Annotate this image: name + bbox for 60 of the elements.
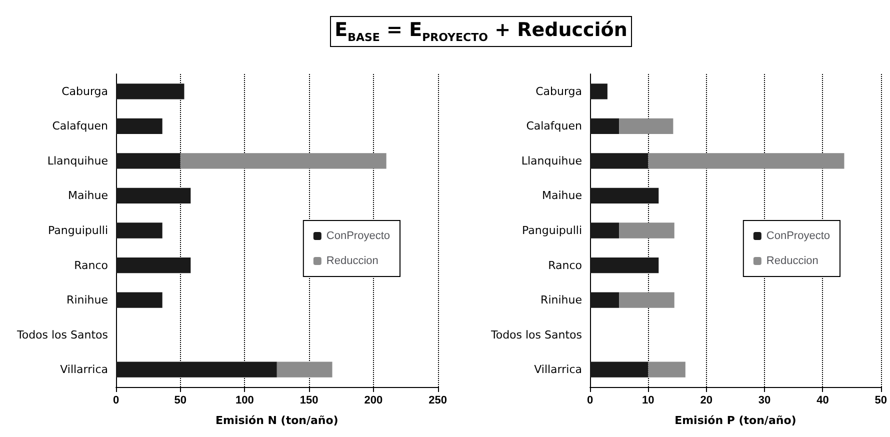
bar — [180, 153, 386, 169]
legend-label: Reduccion — [326, 255, 378, 267]
x-tick-label: 0 — [586, 394, 594, 406]
bar — [116, 84, 184, 100]
bar — [590, 188, 659, 204]
y-tick-label: Ranco — [74, 258, 108, 272]
y-tick-label: Ranco — [548, 258, 582, 272]
y-tick-label: Rinihue — [66, 294, 108, 307]
x-tick-label: 20 — [700, 394, 712, 406]
bar — [590, 222, 620, 238]
bar — [648, 153, 844, 169]
y-tick-label: Caburga — [536, 84, 582, 98]
legend-label: ConProyecto — [766, 230, 830, 242]
y-tick-label: Rinihue — [540, 294, 582, 307]
y-tick-label: Llanquihue — [47, 154, 108, 168]
text: E$_{BASE}$ = E$_{PROYECTO}$ + Reducción — [330, 16, 632, 47]
x-tick-label: 250 — [428, 394, 448, 406]
bar — [116, 257, 191, 274]
x-tick-label: 200 — [364, 394, 383, 406]
y-tick-label: Panguipulli — [522, 224, 582, 237]
bar — [276, 362, 332, 378]
y-tick-label: Todos los Santos — [490, 328, 582, 342]
bar — [116, 362, 277, 378]
y-tick-label: Panguipulli — [48, 224, 108, 237]
y-tick-label: Calafquen — [52, 120, 108, 133]
bar — [590, 84, 608, 100]
bar — [619, 222, 674, 238]
bar — [590, 118, 620, 134]
x-tick-label: 40 — [816, 394, 829, 406]
bar — [648, 362, 686, 378]
legend-label: ConProyecto — [326, 230, 390, 242]
x-tick-label: 50 — [174, 394, 186, 406]
y-tick-label: Maihue — [542, 189, 582, 202]
bar — [590, 292, 620, 308]
bar — [116, 222, 162, 238]
legend-label: Reduccion — [766, 255, 818, 267]
x-axis-title: Emisión N (ton/año) — [215, 414, 338, 427]
y-tick-label: Calafquen — [526, 120, 582, 133]
y-tick-label: Todos los Santos — [16, 328, 108, 342]
x-tick-label: 50 — [874, 394, 888, 406]
x-tick-label: 30 — [758, 394, 771, 406]
bar — [116, 153, 180, 169]
bar — [116, 118, 162, 134]
bar — [619, 292, 674, 308]
bar — [116, 292, 162, 308]
x-tick-label: 150 — [300, 394, 318, 406]
bar — [590, 153, 648, 169]
bar — [590, 362, 648, 378]
x-tick-label: 10 — [642, 394, 654, 406]
x-tick-label: 100 — [236, 394, 254, 406]
x-axis-title: Emisión P (ton/año) — [674, 414, 796, 427]
y-tick-label: Maihue — [68, 189, 108, 202]
x-tick-label: 0 — [112, 394, 120, 406]
y-tick-label: Caburga — [62, 84, 108, 98]
y-tick-label: Villarrica — [60, 363, 108, 376]
y-tick-label: Villarrica — [534, 363, 582, 376]
bar — [619, 118, 674, 134]
y-tick-label: Llanquihue — [521, 154, 582, 168]
bar — [116, 188, 191, 204]
bar — [590, 257, 659, 274]
